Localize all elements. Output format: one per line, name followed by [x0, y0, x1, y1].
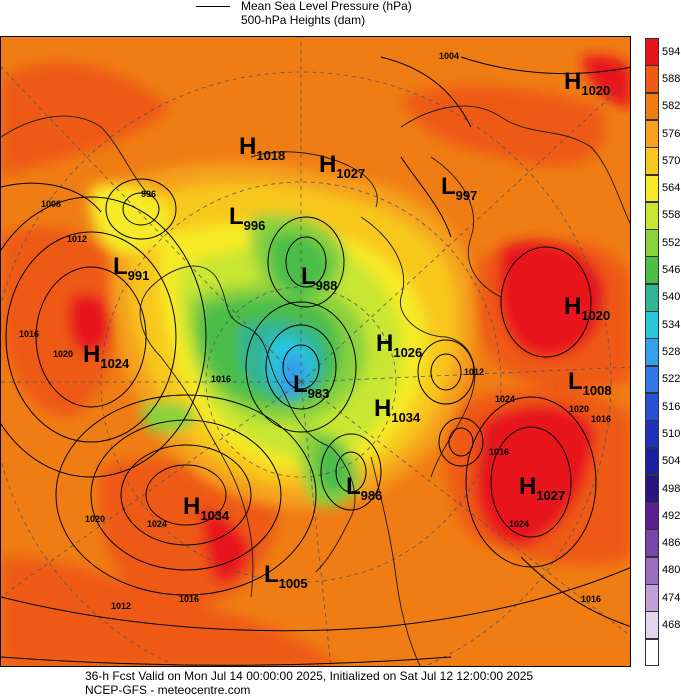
500hpa-height-field	[1, 37, 630, 666]
colorbar-tick-label: 582	[662, 100, 681, 113]
isobar-label: 1016	[19, 329, 39, 339]
colorbar-tick-label: 528	[662, 346, 681, 358]
colorbar-cell	[645, 447, 659, 476]
high-pressure-center: H1020	[564, 293, 610, 323]
high-pressure-center: H1027	[319, 151, 365, 181]
height-colorbar	[645, 38, 659, 667]
isobar-label: 1020	[85, 514, 105, 524]
colorbar-cell	[645, 556, 659, 585]
isobar-label: 1016	[489, 447, 509, 457]
colorbar-tick-label: 492	[662, 509, 681, 522]
legend-heights-label: 500-hPa Heights (dam)	[241, 13, 366, 27]
colorbar-cell	[645, 119, 659, 148]
colorbar-tick-label: 522	[662, 373, 681, 386]
high-pressure-center: H1026	[376, 330, 422, 360]
low-pressure-center: L1005	[264, 561, 308, 591]
high-pressure-center: H1034	[374, 395, 421, 425]
colorbar-tick-label: 510	[662, 427, 681, 440]
colorbar-cell	[645, 201, 659, 230]
isobar-label: 1016	[591, 414, 611, 424]
isobar-label: 1012	[464, 367, 484, 377]
colorbar-tick-label: 540	[662, 291, 681, 304]
isobar-label: 1016	[581, 594, 601, 604]
low-pressure-center: L1008	[568, 368, 612, 398]
colorbar-cell	[645, 638, 659, 667]
isobar-label: 1008	[41, 199, 61, 209]
colorbar-tick-label: 552	[662, 236, 681, 249]
colorbar-cell	[645, 92, 659, 121]
colorbar-tick-label: 570	[662, 154, 681, 167]
model-source-text: NCEP-GFS - meteocentre.com	[85, 683, 251, 697]
colorbar-tick-label: 468	[662, 619, 681, 632]
isobar-label: 996	[141, 189, 156, 199]
isobar-label: 1012	[111, 601, 131, 611]
colorbar-cell	[645, 311, 659, 339]
low-pressure-center: L986	[346, 473, 382, 503]
legend-mslp-label: Mean Sea Level Pressure (hPa)	[241, 0, 412, 13]
forecast-valid-text: 36-h Fcst Valid on Mon Jul 14 00:00:00 2…	[85, 669, 534, 683]
map-footer: 36-h Fcst Valid on Mon Jul 14 00:00:00 2…	[85, 669, 533, 697]
isobar-line-sample	[196, 6, 230, 7]
high-pressure-center: H1018	[239, 133, 285, 163]
low-pressure-center: L997	[441, 173, 477, 203]
colorbar-tick-label: 486	[662, 537, 681, 550]
isobar-label: 1016	[179, 594, 199, 604]
colorbar-tick-label: 546	[662, 264, 681, 277]
colorbar-cell	[645, 174, 659, 203]
colorbar-tick-label: 480	[662, 564, 681, 577]
colorbar-cell	[645, 502, 659, 530]
low-pressure-center: L991	[113, 253, 149, 283]
colorbar-cell	[645, 65, 659, 94]
colorbar-tick-label: 474	[662, 591, 681, 604]
coastlines	[1, 105, 630, 666]
colorbar-tick-label: 534	[662, 318, 681, 331]
isobar-label: 1020	[53, 349, 73, 359]
isobar-label: 1024	[495, 394, 515, 404]
colorbar-cell	[645, 584, 659, 612]
colorbar-cell	[645, 38, 659, 66]
colorbar-cell	[645, 256, 659, 285]
colorbar-cell	[645, 365, 659, 394]
colorbar-cell	[645, 338, 659, 367]
high-pressure-center: H1020	[564, 68, 610, 98]
isobar-label: 1004	[439, 51, 459, 61]
colorbar-tick-label: 594	[662, 45, 681, 58]
colorbar-tick-label: 498	[662, 482, 681, 495]
mslp-isobars	[1, 56, 630, 666]
colorbar-cell	[645, 283, 659, 312]
high-pressure-center: H1027	[519, 473, 565, 503]
colorbar-cell	[645, 392, 659, 421]
colorbar-cell	[645, 229, 659, 257]
high-pressure-center: H1034	[183, 493, 230, 523]
colorbar-cell	[645, 147, 659, 175]
low-pressure-center: L996	[229, 203, 265, 233]
isobar-label: 1016	[211, 374, 231, 384]
isobar-label: 1012	[67, 234, 87, 244]
isobar-label: 1020	[569, 404, 589, 414]
isobar-label: 1024	[509, 519, 529, 529]
high-pressure-center: H1024	[83, 341, 130, 371]
colorbar-tick-label: 516	[662, 400, 681, 413]
pressure-centers: H1020 H1018 H1027 L997 L996 L991 L988 H1020 H102…	[83, 68, 612, 591]
colorbar-cell	[645, 420, 659, 449]
colorbar-tick-label: 504	[662, 455, 681, 468]
map-legend: Mean Sea Level Pressure (hPa) 500-hPa He…	[196, 0, 496, 30]
colorbar-tick-label: 576	[662, 127, 681, 140]
isobar-label: 1024	[147, 519, 167, 529]
low-pressure-center: L983	[293, 371, 329, 401]
colorbar-tick-label: 564	[662, 182, 681, 195]
weather-map: 1004 1008 1012 1016 1020 1016 1020 1024 1012 1016…	[0, 36, 631, 667]
colorbar-tick-label: 558	[662, 209, 681, 222]
colorbar-cell	[645, 529, 659, 558]
colorbar-cell	[645, 474, 659, 503]
colorbar-tick-label: 588	[662, 72, 681, 85]
colorbar-cell	[645, 611, 659, 640]
low-pressure-center: L988	[301, 263, 337, 293]
